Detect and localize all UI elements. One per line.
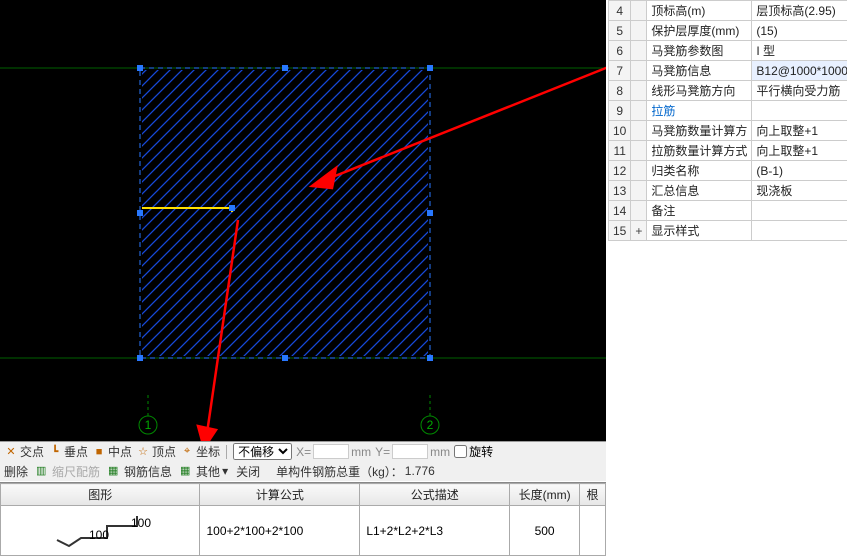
prop-name: 归类名称: [647, 161, 752, 181]
desc-cell[interactable]: L1+2*L2+2*L3: [360, 506, 510, 556]
prop-name: 马凳筋参数图: [647, 41, 752, 61]
stretch-button[interactable]: ▥缩尺配筋: [36, 463, 100, 480]
prop-row[interactable]: 4 顶标高(m)层顶标高(2.95): [609, 1, 847, 21]
prop-name: 马凳筋信息: [647, 61, 752, 81]
prop-value[interactable]: [752, 201, 847, 221]
prop-row[interactable]: 10 马凳筋数量计算方向上取整+1: [609, 121, 847, 141]
stretch-icon: ▥: [36, 464, 50, 478]
prop-value[interactable]: [752, 221, 847, 241]
prop-name: 马凳筋数量计算方: [647, 121, 752, 141]
axis-label-2: 2: [427, 418, 434, 432]
y-input[interactable]: [392, 444, 428, 459]
prop-value[interactable]: 向上取整+1: [752, 141, 847, 161]
col-header[interactable]: 图形: [1, 484, 200, 506]
col-header[interactable]: 长度(mm): [510, 484, 580, 506]
prop-name: 保护层厚度(mm): [647, 21, 752, 41]
expand-icon[interactable]: +: [631, 221, 647, 241]
weight-readout: 单构件钢筋总重（kg）：1.776: [276, 463, 435, 480]
prop-value[interactable]: 层顶标高(2.95): [752, 1, 847, 21]
snap-vertex[interactable]: ☆顶点: [136, 443, 176, 460]
coord-icon: ⌖: [180, 445, 194, 459]
prop-value[interactable]: [752, 101, 847, 121]
row-number: 11: [609, 141, 631, 161]
snap-toolbar: ✕交点 ┗垂点 ■中点 ☆顶点 ⌖坐标 不偏移 X=mm Y=mm 旋转: [0, 441, 606, 461]
prop-row[interactable]: 8 线形马凳筋方向平行横向受力筋: [609, 81, 847, 101]
info-toolbar: 删除 ▥缩尺配筋 ▦钢筋信息 ▦其他▾ 关闭 单构件钢筋总重（kg）：1.776: [0, 461, 606, 481]
prop-value[interactable]: 平行横向受力筋: [752, 81, 847, 101]
row-number: 13: [609, 181, 631, 201]
result-table[interactable]: 图形计算公式公式描述长度(mm)根 100 100 100+2*100+2*10…: [0, 482, 606, 556]
perpendicular-icon: ┗: [48, 445, 62, 459]
row-number: 10: [609, 121, 631, 141]
cad-canvas[interactable]: 1 2: [0, 0, 606, 441]
prop-row[interactable]: 15+显示样式: [609, 221, 847, 241]
other-icon: ▦: [180, 464, 194, 478]
snap-coord[interactable]: ⌖坐标: [180, 443, 220, 460]
col-header[interactable]: 计算公式: [200, 484, 360, 506]
prop-name: 显示样式: [647, 221, 752, 241]
row-number: 12: [609, 161, 631, 181]
offset-select[interactable]: 不偏移: [233, 443, 292, 460]
row-number: 7: [609, 61, 631, 81]
prop-row[interactable]: 7 马凳筋信息B12@1000*1000: [609, 61, 847, 81]
prop-row[interactable]: 6 马凳筋参数图I 型: [609, 41, 847, 61]
prop-value[interactable]: 向上取整+1: [752, 121, 847, 141]
prop-name: 备注: [647, 201, 752, 221]
other-dropdown[interactable]: ▦其他▾: [180, 463, 228, 480]
dim-v: 100: [131, 516, 151, 530]
x-input[interactable]: [313, 444, 349, 459]
col-header[interactable]: 公式描述: [360, 484, 510, 506]
intersection-icon: ✕: [4, 445, 18, 459]
prop-row[interactable]: 14 备注: [609, 201, 847, 221]
midpoint-icon: ■: [92, 445, 106, 459]
prop-row[interactable]: 13 汇总信息现浇板: [609, 181, 847, 201]
prop-name: 拉筋数量计算方式: [647, 141, 752, 161]
row-number: 4: [609, 1, 631, 21]
prop-name: 线形马凳筋方向: [647, 81, 752, 101]
row-number: 8: [609, 81, 631, 101]
prop-value[interactable]: (15): [752, 21, 847, 41]
axis-label-1: 1: [145, 418, 152, 432]
formula-cell[interactable]: 100+2*100+2*100: [200, 506, 360, 556]
count-cell[interactable]: [580, 506, 606, 556]
col-header[interactable]: 根: [580, 484, 606, 506]
row-number: 9: [609, 101, 631, 121]
row-number: 15: [609, 221, 631, 241]
row-number: 5: [609, 21, 631, 41]
prop-row[interactable]: 9 拉筋: [609, 101, 847, 121]
shape-cell: 100 100: [1, 506, 200, 556]
snap-perpendicular[interactable]: ┗垂点: [48, 443, 88, 460]
rebar-info-button[interactable]: ▦钢筋信息: [108, 463, 172, 480]
prop-row[interactable]: 12 归类名称(B-1): [609, 161, 847, 181]
prop-row[interactable]: 5 保护层厚度(mm)(15): [609, 21, 847, 41]
snap-intersection[interactable]: ✕交点: [4, 443, 44, 460]
row-number: 6: [609, 41, 631, 61]
prop-value[interactable]: B12@1000*1000: [752, 61, 847, 81]
prop-name: 拉筋: [647, 101, 752, 121]
length-cell[interactable]: 500: [510, 506, 580, 556]
prop-name: 顶标高(m): [647, 1, 752, 21]
prop-value[interactable]: 现浇板: [752, 181, 847, 201]
rebar-icon: ▦: [108, 464, 122, 478]
prop-name: 汇总信息: [647, 181, 752, 201]
property-grid[interactable]: 4 顶标高(m)层顶标高(2.95) 5 保护层厚度(mm)(15) 6 马凳筋参数图I …: [608, 0, 847, 241]
rotate-checkbox[interactable]: [454, 445, 467, 458]
row-number: 14: [609, 201, 631, 221]
prop-value[interactable]: (B-1): [752, 161, 847, 181]
dim-h: 100: [89, 528, 109, 542]
delete-button[interactable]: 删除: [4, 463, 28, 480]
close-button[interactable]: 关闭: [236, 463, 260, 480]
prop-row[interactable]: 11 拉筋数量计算方式向上取整+1: [609, 141, 847, 161]
snap-midpoint[interactable]: ■中点: [92, 443, 132, 460]
vertex-icon: ☆: [136, 445, 150, 459]
prop-value[interactable]: I 型: [752, 41, 847, 61]
